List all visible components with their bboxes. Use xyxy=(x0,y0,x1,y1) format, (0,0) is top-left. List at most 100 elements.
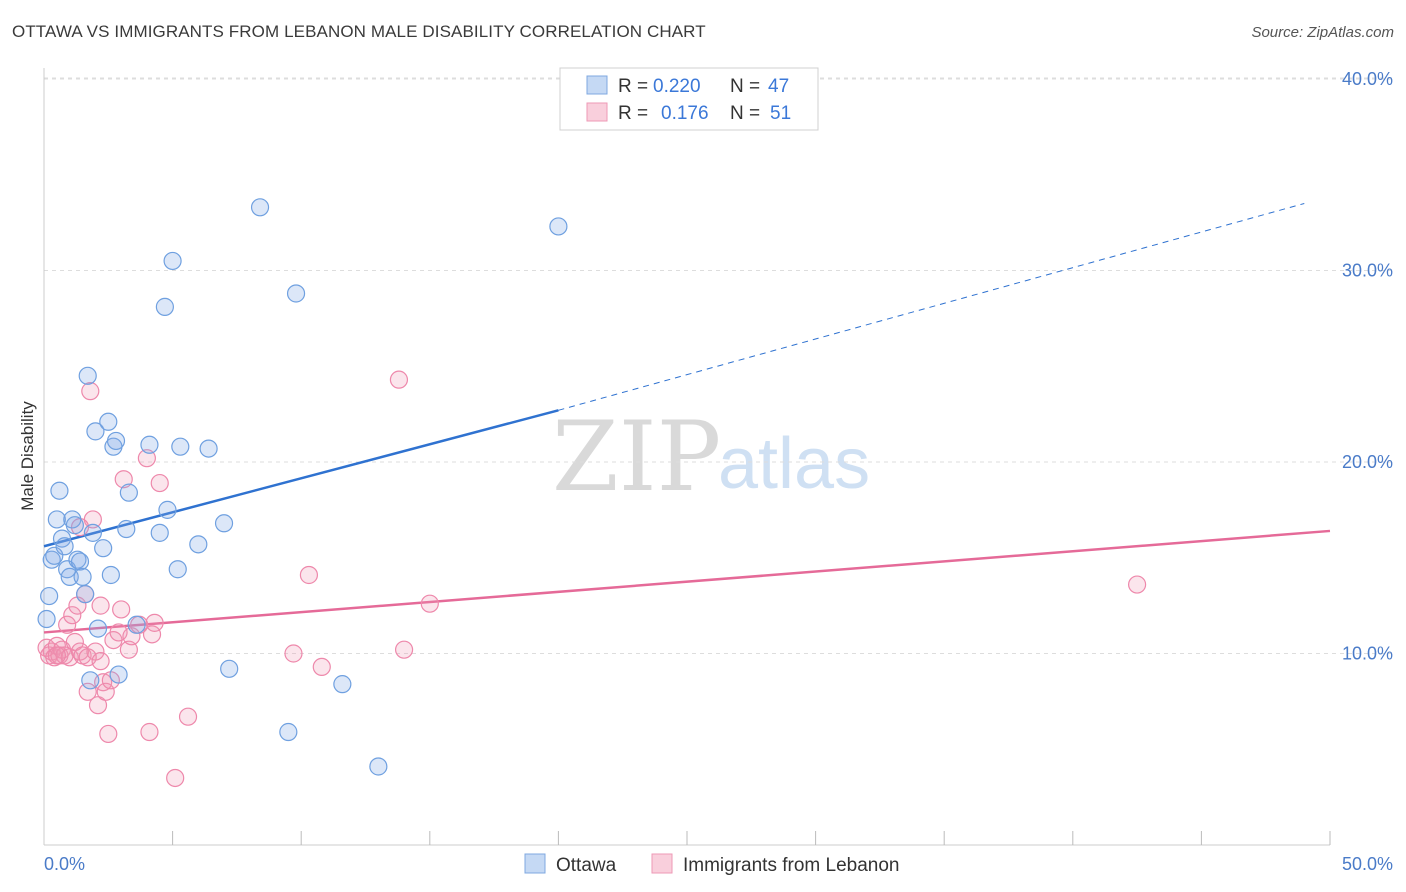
y-tick-label-40: 40.0% xyxy=(1342,69,1393,89)
trend-line-ottawa-extension xyxy=(558,202,1305,411)
y-tick-label-10: 10.0% xyxy=(1342,644,1393,664)
x-tick-label-min: 0.0% xyxy=(44,854,85,874)
point-ottawa-15 xyxy=(76,585,95,604)
point-ottawa-27 xyxy=(117,519,136,539)
point-ottawa-9 xyxy=(60,567,79,587)
point-ottawa-5 xyxy=(50,481,69,500)
point-ottawa-32 xyxy=(155,297,174,316)
point-ottawa-21 xyxy=(94,539,113,558)
y-axis-label: Male Disability xyxy=(18,401,37,511)
point-ottawa-34 xyxy=(163,251,182,271)
x-ticks xyxy=(172,831,1331,845)
x-tick-label-max: 50.0% xyxy=(1342,854,1393,874)
point-ottawa-39 xyxy=(214,514,234,533)
point-lebanon-23 xyxy=(96,682,115,701)
point-lebanon-48 xyxy=(1127,575,1147,594)
point-lebanon-24 xyxy=(99,724,118,744)
point-ottawa-37 xyxy=(189,535,208,554)
point-ottawa-23 xyxy=(101,565,120,585)
point-ottawa-42 xyxy=(279,722,298,742)
trend-lines xyxy=(43,202,1331,634)
top-legend: R = 0.220 N = 47 R = 0.176 N = 51 xyxy=(559,67,819,131)
point-ottawa-26 xyxy=(109,665,128,684)
point-lebanon-16 xyxy=(78,682,97,701)
point-ottawa-36 xyxy=(171,437,190,456)
y-tick-labels: 10.0% 20.0% 30.0% 40.0% xyxy=(1342,69,1393,664)
chart-title: OTTAWA VS IMMIGRANTS FROM LEBANON MALE D… xyxy=(12,22,706,41)
legend-n-label-lebanon: N = xyxy=(730,103,760,124)
point-lebanon-11 xyxy=(65,632,84,652)
point-lebanon-29 xyxy=(112,600,131,619)
point-lebanon-34 xyxy=(140,722,159,742)
watermark-atlas: atlas xyxy=(718,424,870,504)
point-lebanon-43 xyxy=(299,565,319,585)
point-ottawa-7 xyxy=(55,537,74,556)
point-ottawa-12 xyxy=(68,550,87,569)
trend-line-ottawa xyxy=(43,409,559,548)
point-ottawa-22 xyxy=(99,412,118,431)
point-lebanon-17 xyxy=(81,382,100,401)
point-ottawa-29 xyxy=(127,615,146,634)
point-ottawa-40 xyxy=(220,659,239,678)
y-tick-label-20: 20.0% xyxy=(1342,452,1393,472)
point-lebanon-36 xyxy=(145,613,164,632)
y-tick-label-30: 30.0% xyxy=(1342,261,1393,281)
point-lebanon-28 xyxy=(114,470,133,489)
legend-n-label-ottawa: N = xyxy=(730,76,760,97)
point-ottawa-45 xyxy=(369,757,388,776)
point-lebanon-35 xyxy=(142,625,162,644)
point-ottawa-38 xyxy=(199,439,218,458)
point-ottawa-33 xyxy=(158,500,177,519)
bottom-legend-label-lebanon: Immigrants from Lebanon xyxy=(683,855,900,876)
point-lebanon-39 xyxy=(178,707,198,726)
bottom-legend: Ottawa Immigrants from Lebanon xyxy=(524,853,900,876)
bottom-legend-label-ottawa: Ottawa xyxy=(556,855,617,876)
legend-n-value-lebanon: 51 xyxy=(770,103,791,124)
point-ottawa-31 xyxy=(150,523,169,542)
legend-r-value-ottawa: 0.220 xyxy=(653,76,701,97)
point-lebanon-10 xyxy=(63,606,82,625)
point-lebanon-38 xyxy=(166,768,185,788)
point-ottawa-18 xyxy=(83,523,102,542)
point-ottawa-0 xyxy=(37,609,56,629)
point-lebanon-8 xyxy=(58,615,77,634)
point-ottawa-41 xyxy=(250,198,270,217)
point-ottawa-25 xyxy=(106,431,126,451)
legend-swatch-lebanon xyxy=(586,102,608,122)
source-label: Source: ZipAtlas.com xyxy=(1251,24,1394,41)
point-ottawa-43 xyxy=(286,284,306,303)
point-ottawa-4 xyxy=(47,510,66,529)
legend-r-value-lebanon: 0.176 xyxy=(661,103,709,124)
point-lebanon-46 xyxy=(394,640,414,659)
point-lebanon-49 xyxy=(47,646,66,665)
point-lebanon-44 xyxy=(312,657,331,677)
point-ottawa-28 xyxy=(119,483,138,502)
legend-r-label-lebanon: R = xyxy=(618,103,648,124)
point-lebanon-45 xyxy=(389,370,409,389)
point-ottawa-14 xyxy=(73,567,92,587)
point-lebanon-21 xyxy=(91,596,110,615)
legend-r-label-ottawa: R = xyxy=(618,76,648,97)
point-ottawa-20 xyxy=(88,619,108,638)
point-lebanon-33 xyxy=(137,449,156,468)
point-lebanon-47 xyxy=(420,594,439,613)
point-lebanon-50 xyxy=(91,652,110,671)
point-ottawa-1 xyxy=(40,586,59,606)
legend-swatch-ottawa xyxy=(586,75,608,95)
bottom-legend-swatch-lebanon xyxy=(651,853,673,874)
point-ottawa-13 xyxy=(70,552,90,571)
point-ottawa-30 xyxy=(140,435,159,454)
point-ottawa-46 xyxy=(549,217,568,236)
point-lebanon-37 xyxy=(150,473,169,493)
legend-n-value-ottawa: 47 xyxy=(768,76,789,97)
point-ottawa-17 xyxy=(81,671,100,690)
point-ottawa-16 xyxy=(78,366,97,385)
point-ottawa-11 xyxy=(65,516,84,535)
point-lebanon-20 xyxy=(88,696,108,715)
point-ottawa-44 xyxy=(333,675,352,694)
series-ottawa-points xyxy=(37,198,568,776)
trend-line-lebanon xyxy=(43,529,1331,634)
watermark-zip: ZIP xyxy=(552,401,721,513)
point-ottawa-19 xyxy=(86,422,105,441)
